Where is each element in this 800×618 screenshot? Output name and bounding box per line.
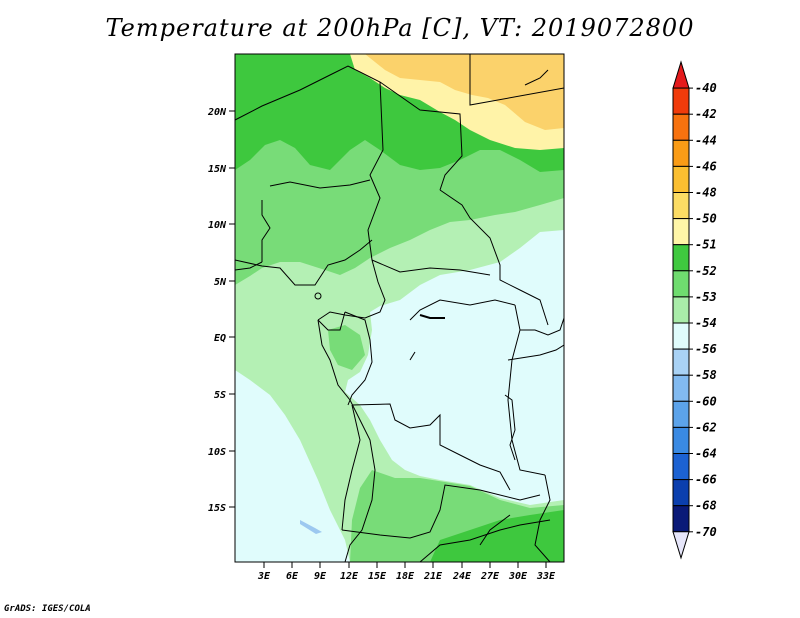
colorbar-label: -44: [695, 133, 717, 147]
lat-labels: 20N 15N 10N 5N EQ 5S 10S 15S: [207, 107, 227, 514]
lon-label: 30E: [508, 571, 528, 582]
colorbar-swatch: [672, 113, 690, 141]
colorbar-label: -52: [695, 264, 717, 278]
colorbar-arrow-bottom: [672, 531, 690, 560]
lon-labels: 3E 6E 9E 12E 15E 18E 21E 24E 27E 30E 33E: [257, 571, 556, 582]
lon-label: 21E: [423, 571, 443, 582]
colorbar-label: -56: [695, 342, 717, 356]
colorbar-swatch: [672, 348, 690, 376]
lat-label: 10N: [208, 220, 227, 231]
lon-label: 24E: [452, 571, 472, 582]
colorbar-swatch: [672, 400, 690, 428]
colorbar-swatch: [672, 322, 690, 350]
field-band-52-53-coast: [328, 325, 365, 370]
colorbar-label: -58: [695, 368, 717, 382]
colorbar-swatch: [672, 479, 690, 507]
lat-label: 20N: [207, 107, 227, 118]
lat-ticks: [229, 110, 235, 508]
lon-label: 33E: [536, 571, 556, 582]
colorbar-swatch: [672, 505, 690, 533]
lakes: [300, 292, 322, 534]
colorbar-label: -48: [695, 186, 717, 200]
colorbar-label: -51: [695, 238, 717, 252]
credit-text: GrADS: IGES/COLA: [4, 604, 91, 614]
colorbar-label: -68: [695, 499, 717, 513]
colorbar-label: -70: [695, 525, 717, 539]
colorbar-label: -42: [695, 107, 717, 121]
lon-label: 18E: [396, 571, 415, 582]
field-band-48-50: [365, 54, 564, 130]
lat-label: 15S: [208, 503, 226, 514]
colorbar-swatch: [672, 87, 690, 115]
map-title: Temperature at 200hPa [C], VT: 201907280…: [105, 14, 695, 42]
temperature-field: [235, 54, 564, 562]
map-frame: [234, 53, 565, 563]
lat-label: 10S: [208, 447, 226, 458]
colorbar-swatch: [672, 374, 690, 402]
lon-label: 15E: [368, 571, 387, 582]
colorbar-label: -66: [695, 473, 717, 487]
colorbar-label: -40: [695, 81, 717, 95]
colorbar-swatch: [672, 244, 690, 272]
colorbar-label: -50: [695, 212, 717, 226]
colorbar-swatch: [672, 165, 690, 193]
lat-label: 15N: [208, 164, 227, 175]
lon-label: 12E: [340, 571, 359, 582]
lat-label: 5S: [214, 390, 226, 401]
lat-label: EQ: [214, 333, 226, 344]
colorbar-label: -62: [695, 420, 717, 434]
colorbar-swatch: [672, 270, 690, 298]
lon-label: 6E: [286, 571, 299, 582]
colorbar-label: -54: [695, 316, 717, 330]
lat-label: 5N: [214, 277, 227, 288]
colorbar: -40 -42 -44 -46 -48 -50 -51 -52 -53 -54 -56 -58 -60 -…: [672, 60, 717, 560]
colorbar-swatch: [672, 426, 690, 454]
colorbar-label: -53: [695, 290, 717, 304]
colorbar-swatch: [672, 139, 690, 167]
colorbar-swatch: [672, 218, 690, 246]
colorbar-swatch: [672, 192, 690, 220]
lake-chad-icon: [314, 292, 322, 300]
colorbar-label: -64: [695, 447, 717, 461]
colorbar-label: -60: [695, 394, 717, 408]
country-borders: [235, 54, 564, 562]
lon-label: 9E: [314, 571, 327, 582]
colorbar-swatch: [672, 296, 690, 324]
lon-label: 3E: [257, 571, 271, 582]
colorbar-swatch: [672, 453, 690, 481]
colorbar-arrow-top: [672, 60, 690, 89]
colorbar-label: -46: [695, 159, 717, 173]
lon-ticks: [263, 562, 547, 568]
lon-label: 27E: [480, 571, 500, 582]
